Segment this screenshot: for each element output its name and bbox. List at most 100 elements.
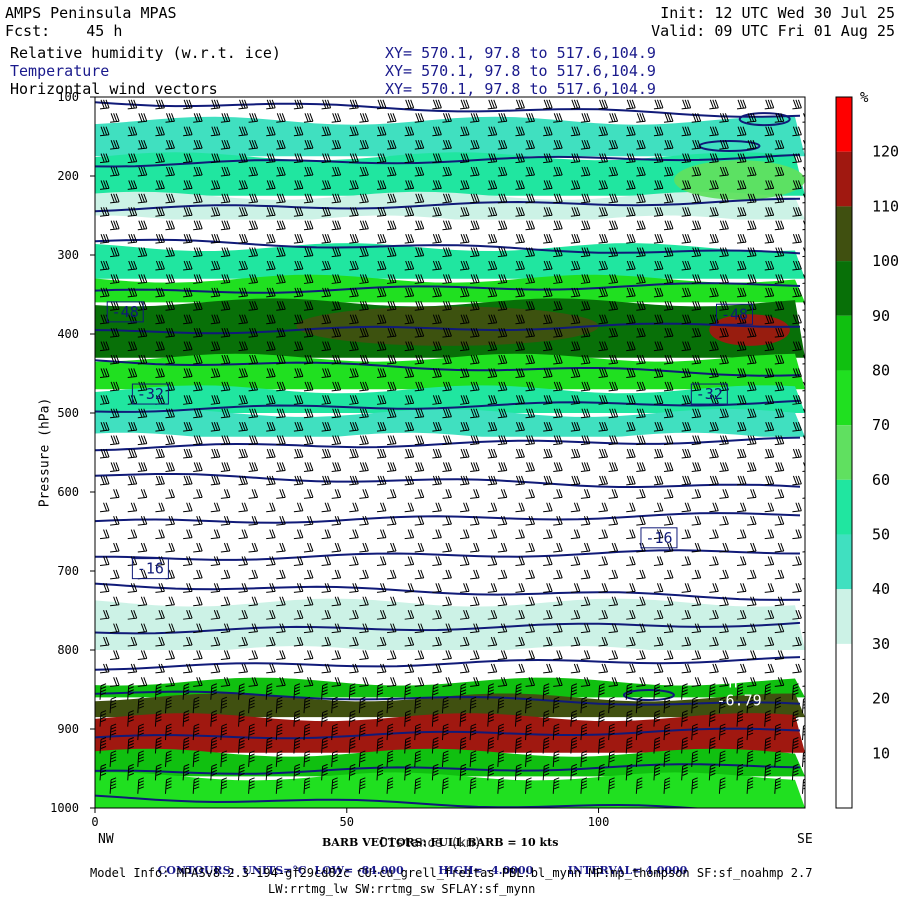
wind-barb xyxy=(137,435,148,446)
wind-barb xyxy=(387,193,397,204)
wind-barb xyxy=(691,569,702,580)
wind-barb xyxy=(303,462,314,472)
rh-band xyxy=(95,215,805,248)
wind-barb xyxy=(404,663,415,674)
wind-barb xyxy=(376,663,387,674)
wind-barb xyxy=(598,556,609,566)
wind-barb xyxy=(164,696,172,714)
wind-barb xyxy=(663,723,671,741)
wind-barb xyxy=(598,368,609,378)
wind-barb xyxy=(265,683,273,700)
wind-barb xyxy=(442,623,452,634)
wind-barb xyxy=(193,623,203,634)
wind-barb xyxy=(653,529,664,540)
wind-barb xyxy=(248,516,259,526)
wind-barb xyxy=(580,696,588,714)
colorbar-label: 110 xyxy=(872,197,899,215)
wind-barb xyxy=(663,247,674,258)
wind-barb xyxy=(487,368,498,378)
wind-barb xyxy=(625,737,633,754)
wind-barb xyxy=(719,193,729,204)
wind-barb xyxy=(165,435,175,446)
wind-barb xyxy=(321,233,332,244)
wind-barb xyxy=(321,683,328,700)
wind-barb xyxy=(432,663,442,674)
wind-barb xyxy=(387,489,397,499)
wind-barb xyxy=(182,737,190,754)
wind-barb xyxy=(303,516,314,526)
wind-barb xyxy=(580,381,591,392)
y-tick-label: 1000 xyxy=(50,801,79,815)
wind-barb xyxy=(580,596,591,607)
wind-barb xyxy=(276,542,286,553)
wind-barb xyxy=(331,542,342,553)
contour-info: CONTOURS: UNITS=°C LOW= -84.000 HIGH= -4… xyxy=(150,851,688,877)
wind-barb xyxy=(580,542,591,553)
wind-barb xyxy=(802,524,805,526)
wind-barb xyxy=(747,193,757,204)
wind-barb xyxy=(238,207,248,217)
wind-barb xyxy=(248,723,255,741)
wind-barb xyxy=(663,462,674,472)
wind-barb xyxy=(774,166,785,177)
wind-barb xyxy=(460,233,470,244)
wind-barb xyxy=(155,180,165,190)
wind-barb xyxy=(663,677,674,687)
wind-barb xyxy=(210,502,221,513)
wind-barb xyxy=(276,274,286,284)
wind-barb xyxy=(487,126,498,137)
colorbar-label: 80 xyxy=(872,361,890,379)
wind-barb xyxy=(802,435,805,446)
wind-barb xyxy=(110,650,120,660)
wind-barb xyxy=(487,180,498,190)
wind-barb xyxy=(248,569,259,580)
wind-barb xyxy=(774,139,785,150)
wind-barb xyxy=(764,683,771,700)
wind-barb xyxy=(376,260,387,271)
wind-barb xyxy=(515,233,525,244)
wind-barb xyxy=(432,556,442,566)
wind-barb xyxy=(414,435,425,446)
wind-barb xyxy=(653,583,664,593)
wind-barb xyxy=(580,327,591,338)
rh-band xyxy=(95,693,805,718)
wind-barb xyxy=(109,777,117,794)
wind-barb xyxy=(764,260,775,271)
wind-barb xyxy=(663,750,671,767)
wind-barb xyxy=(736,502,747,513)
wind-barb xyxy=(802,301,805,311)
wind-barb xyxy=(164,777,172,794)
wind-barb xyxy=(608,435,619,446)
isotherm-line xyxy=(95,473,801,488)
wind-barb xyxy=(192,750,200,767)
isotherm-line xyxy=(95,794,706,808)
wind-barb xyxy=(552,723,560,741)
wind-barb xyxy=(127,233,138,244)
wind-barb xyxy=(608,777,615,794)
wind-barb xyxy=(792,314,802,325)
wind-barb xyxy=(663,623,674,634)
wind-barb xyxy=(432,153,442,164)
wind-barb xyxy=(774,750,781,767)
wind-barb xyxy=(543,287,553,298)
wind-barb xyxy=(515,610,525,620)
wind-barb xyxy=(553,623,563,634)
wind-barb xyxy=(553,408,563,419)
wind-barb xyxy=(442,327,452,338)
wind-barb xyxy=(358,750,366,767)
wind-barb xyxy=(442,677,452,687)
wind-barb xyxy=(321,502,332,513)
wind-barb xyxy=(608,381,619,392)
wind-barb xyxy=(515,180,525,190)
wind-barb xyxy=(580,650,591,660)
wind-barb xyxy=(515,583,525,593)
wind-barb xyxy=(359,274,369,284)
wind-barb xyxy=(497,677,508,687)
wind-barb xyxy=(636,596,646,607)
wind-barb xyxy=(182,710,190,727)
wind-barb xyxy=(110,623,120,634)
wind-barb xyxy=(359,650,369,660)
wind-barb xyxy=(276,569,286,580)
wind-barb xyxy=(515,502,525,513)
wind-barb xyxy=(525,274,536,284)
